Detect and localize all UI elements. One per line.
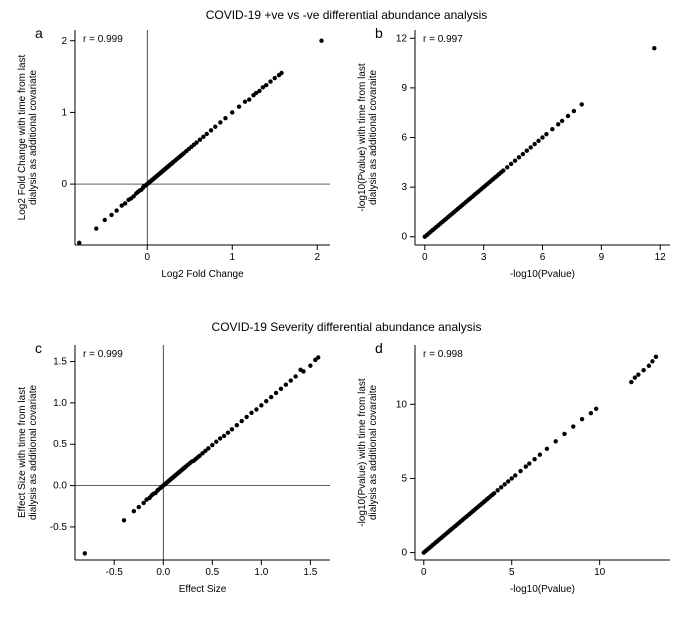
svg-text:0: 0 (61, 179, 67, 190)
svg-text:0: 0 (144, 252, 150, 263)
svg-text:1.0: 1.0 (53, 398, 67, 409)
correlation-label: r = 0.998 (423, 349, 463, 360)
section-title-bottom: COVID-19 Severity differential abundance… (0, 320, 693, 334)
svg-text:12: 12 (396, 33, 408, 44)
panel-letter: a (35, 25, 43, 41)
svg-text:1.5: 1.5 (53, 357, 67, 368)
panel-letter: d (375, 340, 383, 356)
svg-text:10: 10 (396, 399, 408, 410)
svg-text:0: 0 (401, 548, 407, 559)
svg-text:3: 3 (481, 252, 487, 263)
x-axis-label: -log10(Pvalue) (510, 584, 575, 595)
svg-text:12: 12 (655, 252, 667, 263)
figure-root: COVID-19 +ve vs -ve differential abundan… (0, 0, 693, 625)
y-axis-label: Effect Size with time from lastdialysis … (17, 385, 39, 521)
svg-text:0.0: 0.0 (53, 481, 67, 492)
panel-c: -0.50.00.51.01.5-0.50.00.51.01.5Effect S… (75, 345, 330, 560)
svg-text:9: 9 (599, 252, 605, 263)
panel-d: 05100510-log10(Pvalue)-log10(Pvalue) wit… (415, 345, 670, 560)
svg-text:2: 2 (314, 252, 320, 263)
svg-text:1: 1 (61, 107, 67, 118)
svg-text:3: 3 (401, 182, 407, 193)
y-axis-label: -log10(Pvalue) with time from lastdialys… (357, 378, 379, 527)
panel-letter: b (375, 25, 383, 41)
svg-text:0: 0 (401, 232, 407, 243)
svg-text:5: 5 (401, 473, 407, 484)
y-axis-label: -log10(Pvalue) with time from lastdialys… (357, 63, 379, 212)
svg-text:6: 6 (540, 252, 546, 263)
svg-text:2: 2 (61, 36, 67, 47)
x-axis-label: Effect Size (179, 584, 227, 595)
svg-text:5: 5 (509, 567, 515, 578)
panel-letter: c (35, 340, 42, 356)
svg-text:9: 9 (401, 83, 407, 94)
svg-text:-0.5: -0.5 (50, 522, 68, 533)
svg-text:0.5: 0.5 (205, 567, 219, 578)
svg-text:0.5: 0.5 (53, 439, 67, 450)
x-axis-label: -log10(Pvalue) (510, 269, 575, 280)
svg-text:1.5: 1.5 (303, 567, 317, 578)
correlation-label: r = 0.999 (83, 34, 123, 45)
svg-text:-0.5: -0.5 (106, 567, 124, 578)
svg-text:0: 0 (422, 252, 428, 263)
x-axis-label: Log2 Fold Change (161, 269, 244, 280)
svg-text:0.0: 0.0 (156, 567, 170, 578)
section-title-top: COVID-19 +ve vs -ve differential abundan… (0, 8, 693, 22)
panel-b: 036912036912-log10(Pvalue)-log10(Pvalue)… (415, 30, 670, 245)
correlation-label: r = 0.997 (423, 34, 463, 45)
svg-text:1.0: 1.0 (254, 567, 268, 578)
correlation-label: r = 0.999 (83, 349, 123, 360)
svg-text:0: 0 (421, 567, 427, 578)
svg-text:6: 6 (401, 133, 407, 144)
y-axis-label: Log2 Fold Change with time from lastdial… (17, 54, 39, 220)
svg-text:10: 10 (594, 567, 606, 578)
svg-text:1: 1 (229, 252, 235, 263)
panel-a: 012012Log2 Fold ChangeLog2 Fold Change w… (75, 30, 330, 245)
